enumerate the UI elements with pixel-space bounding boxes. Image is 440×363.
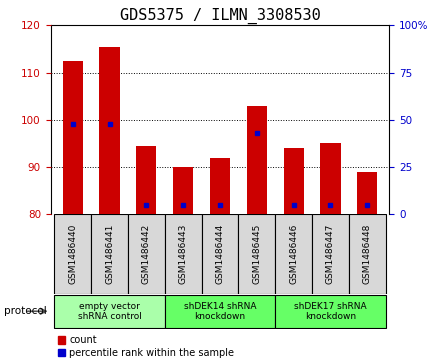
FancyBboxPatch shape [275,214,312,294]
Text: GSM1486441: GSM1486441 [105,224,114,284]
FancyBboxPatch shape [91,214,128,294]
FancyBboxPatch shape [312,214,349,294]
Text: GSM1486442: GSM1486442 [142,224,151,284]
Text: GSM1486444: GSM1486444 [216,224,224,284]
Bar [62,61,83,214]
Bar [99,46,120,214]
Bar [136,146,157,214]
Text: protocol: protocol [4,306,47,316]
Bar [247,106,267,214]
FancyBboxPatch shape [165,295,275,328]
Text: GSM1486443: GSM1486443 [179,224,188,284]
Bar [210,158,230,214]
Text: GSM1486440: GSM1486440 [68,224,77,284]
FancyBboxPatch shape [349,214,386,294]
Text: GSM1486445: GSM1486445 [252,224,261,284]
FancyBboxPatch shape [275,295,386,328]
Text: GSM1486447: GSM1486447 [326,224,335,284]
Text: shDEK14 shRNA
knockdown: shDEK14 shRNA knockdown [184,302,256,321]
Text: GSM1486448: GSM1486448 [363,224,372,284]
Title: GDS5375 / ILMN_3308530: GDS5375 / ILMN_3308530 [120,8,320,24]
Bar [320,143,341,214]
FancyBboxPatch shape [54,295,165,328]
Bar [173,167,193,214]
FancyBboxPatch shape [54,214,91,294]
FancyBboxPatch shape [128,214,165,294]
FancyBboxPatch shape [202,214,238,294]
FancyBboxPatch shape [165,214,202,294]
Text: GSM1486446: GSM1486446 [289,224,298,284]
Text: empty vector
shRNA control: empty vector shRNA control [77,302,141,321]
Bar [283,148,304,214]
Text: shDEK17 shRNA
knockdown: shDEK17 shRNA knockdown [294,302,367,321]
Bar [357,172,378,214]
Legend: count, percentile rank within the sample: count, percentile rank within the sample [58,335,235,358]
FancyBboxPatch shape [238,214,275,294]
